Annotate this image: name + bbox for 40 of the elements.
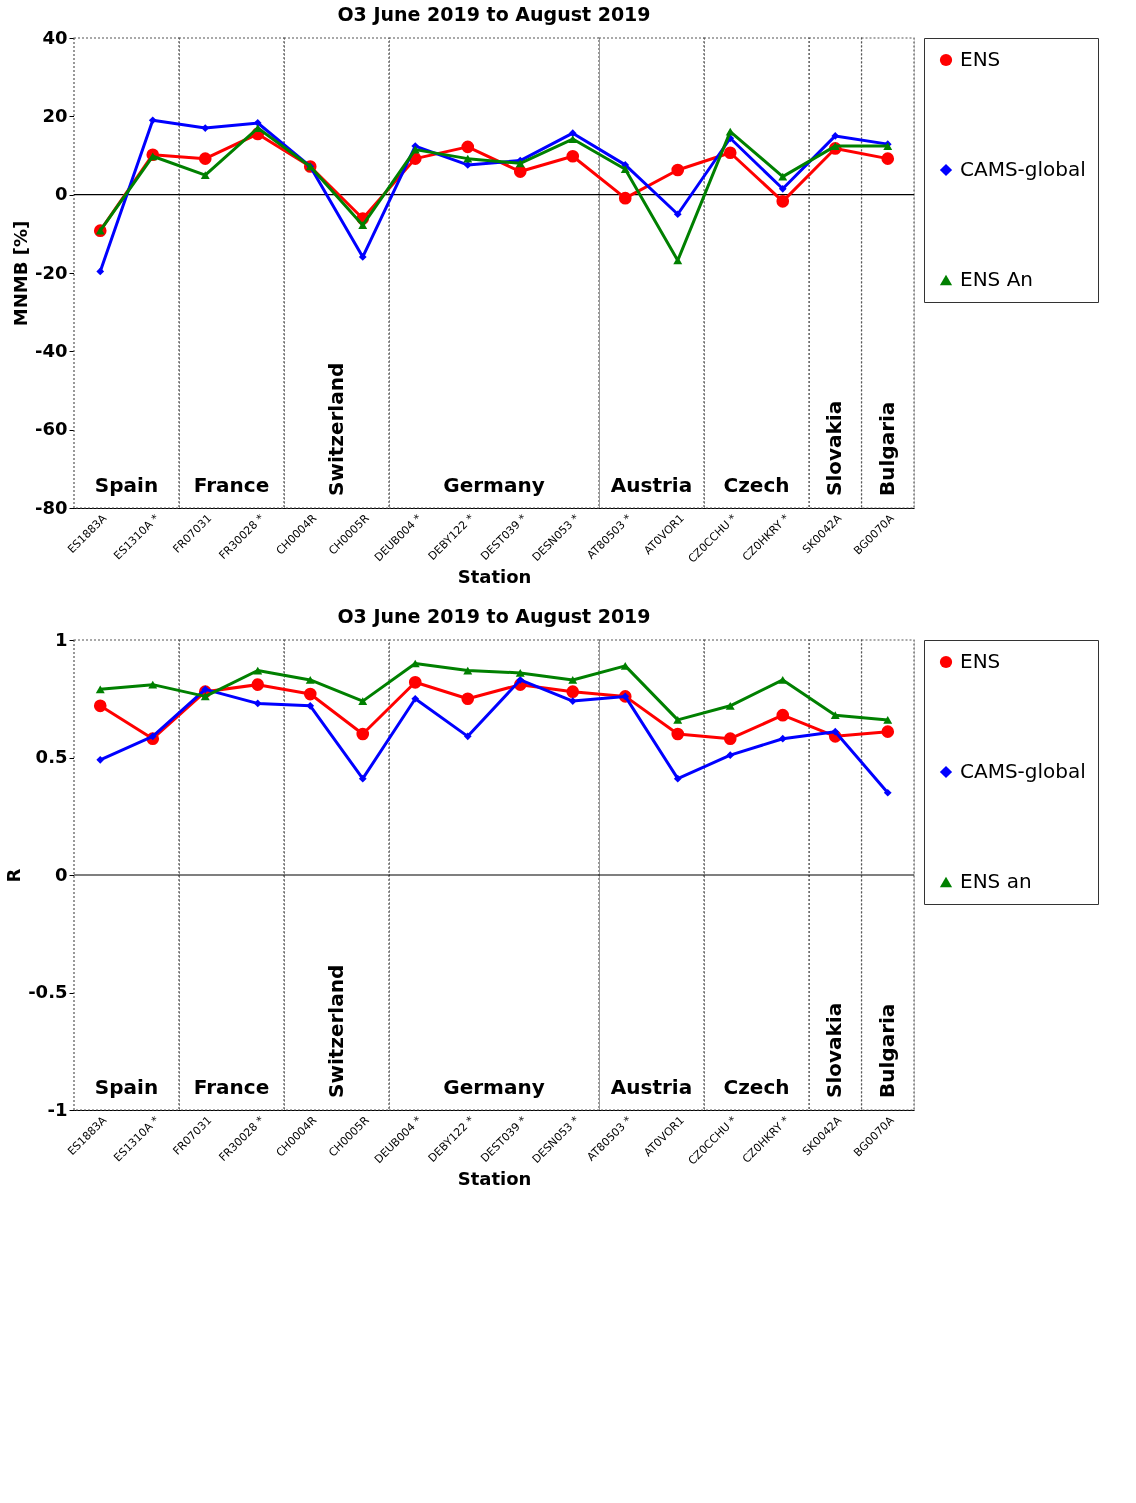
y-tick-label: -20 [34, 261, 68, 283]
y-tick-label: 0 [54, 863, 68, 885]
y-tick-label: -40 [34, 339, 68, 361]
x-axis-title: Station [457, 565, 532, 587]
x-axis-title: Station [457, 1167, 532, 1189]
band-label: Germany [443, 1075, 545, 1099]
band-label: Bulgaria [874, 1003, 899, 1098]
band-label: Czech [723, 1075, 790, 1099]
band-label: Spain [94, 1075, 159, 1099]
legend-label: CAMS-global [960, 759, 1086, 783]
chart-title: O3 June 2019 to August 2019 [337, 3, 651, 25]
band-label: Bulgaria [874, 401, 899, 496]
band-label: Austria [610, 1075, 693, 1099]
y-tick-label: -0.5 [28, 981, 68, 1002]
legend-label: ENS An [960, 267, 1034, 291]
band-label: France [193, 473, 270, 497]
legend-label: ENS an [960, 869, 1032, 893]
band-label: Slovakia [822, 1002, 847, 1098]
band-label: Germany [443, 473, 545, 497]
y-tick-label: 0.5 [35, 746, 68, 767]
band-label: France [193, 1075, 270, 1099]
band-label: Austria [610, 473, 693, 497]
legend-label: ENS [960, 649, 1001, 673]
y-tick-label: 40 [42, 26, 68, 48]
y-axis-title: R [3, 868, 25, 883]
band-label: Spain [94, 473, 159, 497]
legend-label: CAMS-global [960, 157, 1086, 181]
y-tick-label: -60 [34, 418, 68, 440]
y-tick-label: 20 [42, 104, 68, 126]
y-tick-label: 1 [54, 628, 68, 650]
band-label: Switzerland [323, 362, 348, 496]
y-tick-label: -1 [47, 1098, 68, 1120]
band-label: Switzerland [323, 964, 348, 1098]
band-label: Czech [723, 473, 790, 497]
legend-label: ENS [960, 47, 1001, 71]
y-tick-label: -80 [34, 496, 68, 518]
band-label: Slovakia [822, 400, 847, 496]
y-tick-label: 0 [54, 183, 68, 205]
y-axis-title: MNMB [%] [9, 220, 31, 327]
chart-title: O3 June 2019 to August 2019 [337, 605, 651, 627]
